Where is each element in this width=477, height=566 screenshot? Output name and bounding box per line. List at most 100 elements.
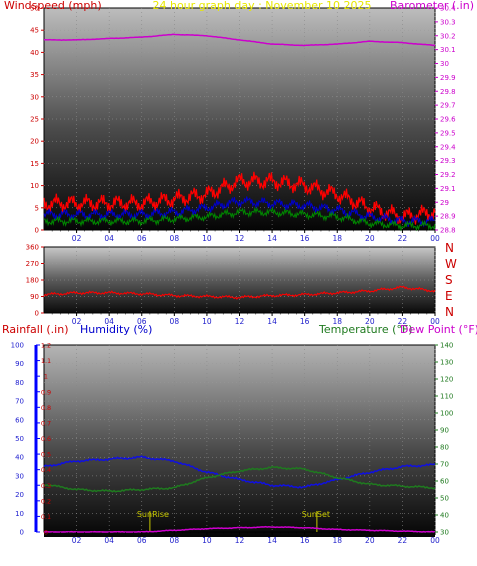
wind-panel-xtick-label: 08	[170, 234, 180, 243]
temperature-axis-tick-label: 130	[440, 359, 453, 367]
barometer-axis-tick-label: 28.8	[440, 227, 456, 235]
wind-panel-xtick-label: 12	[235, 234, 245, 243]
direction-axis-tick-label: 360	[26, 244, 39, 252]
windspeed-axis-tick-label: 10	[30, 182, 39, 190]
humidity-axis-tick-label: 60	[15, 416, 24, 424]
direction-axis-tick-label: 270	[26, 260, 39, 268]
barometer-axis-tick-label: 30.1	[440, 46, 456, 54]
wind-panel-xtick-label: 22	[398, 234, 408, 243]
windspeed-axis-tick-label: 45	[30, 27, 39, 35]
barometer-axis-tick-label: 30.3	[440, 18, 456, 26]
temperature-axis-tick-label: 60	[440, 478, 449, 486]
barometer-axis-tick-label: 29.8	[440, 88, 456, 96]
wind-panel-xtick-label: 18	[332, 234, 342, 243]
barometer-axis-tick-label: 30.4	[440, 5, 456, 13]
direction-panel-xtick-label: 12	[235, 317, 245, 326]
direction-panel-xtick-label: 16	[300, 317, 310, 326]
rainfall-axis-tick-label: 0.7	[41, 419, 51, 427]
temperature-axis-tick-label: 120	[440, 376, 453, 384]
temperature-axis-tick-label: 70	[440, 461, 449, 469]
barometer-axis-tick-label: 29.1	[440, 185, 456, 193]
rainfall-axis-tick-label: 0.3	[41, 482, 51, 490]
humidity-axis-tick-label: 20	[15, 491, 24, 499]
barometer-axis-tick-label: 29.6	[440, 116, 456, 124]
humidity-panel-xtick-label: 18	[332, 536, 342, 545]
barometer-axis-tick-label: 29.4	[440, 143, 456, 151]
temperature-axis-tick-label: 100	[440, 410, 453, 418]
barometer-axis-label: Barometer (.in)	[390, 0, 474, 12]
wind-panel-xtick-label: 06	[137, 234, 147, 243]
windspeed-axis-tick-label: 30	[30, 93, 39, 101]
direction-panel-xtick-label: 02	[72, 317, 82, 326]
barometer-line	[44, 33, 435, 47]
humidity-panel-xtick-label: 06	[137, 536, 147, 545]
humidity-panel-xtick-label: 20	[365, 536, 375, 545]
windspeed-axis-tick-label: 20	[30, 138, 39, 146]
rainfall-axis-tick-label: 0.4	[41, 466, 51, 474]
barometer-axis-tick-label: 30.2	[440, 32, 456, 40]
temperature-axis-label: Temperature (°F)	[318, 323, 413, 336]
compass-label-e: E	[445, 289, 453, 303]
windspeed-axis-tick-label: 40	[30, 49, 39, 57]
direction-axis-tick-label: 180	[26, 277, 39, 285]
humidity-panel-xtick-label: 10	[202, 536, 212, 545]
wind-panel-xtick-label: 04	[104, 234, 114, 243]
barometer-axis-tick-label: 30	[440, 60, 449, 68]
barometer-axis-tick-label: 29.2	[440, 171, 456, 179]
humidity-axis-tick-label: 30	[15, 472, 24, 480]
humidity-axis-tick-label: 100	[11, 342, 24, 350]
direction-panel-xtick-label: 22	[398, 317, 408, 326]
humidity-axis-label: Humidity (%)	[80, 323, 152, 336]
direction-panel-xtick-label: 10	[202, 317, 212, 326]
humidity-panel-xtick-label: 22	[398, 536, 408, 545]
rainfall-axis-tick-label: 1	[44, 373, 48, 381]
barometer-axis-tick-label: 29	[440, 199, 449, 207]
direction-panel-xtick-label: 04	[104, 317, 114, 326]
humidity-line	[43, 455, 436, 489]
rainfall-axis-tick-label: 0.5	[41, 451, 51, 459]
temperature-axis-tick-label: 110	[440, 393, 453, 401]
humidity-panel-xtick-label: 04	[104, 536, 114, 545]
compass-label-n-top: N	[445, 241, 454, 255]
wind-direction-line	[43, 285, 436, 300]
dewpoint-axis-label: Dew Point (°F)	[400, 323, 477, 336]
sunset-label: SunSet	[302, 510, 330, 519]
rainfall-axis-tick-label: 0.1	[41, 513, 51, 521]
temperature-line	[43, 465, 436, 493]
rainfall-axis-tick-label: 1.1	[41, 357, 51, 365]
direction-panel-xtick-label: 14	[267, 317, 277, 326]
wind-panel-xtick-label: 10	[202, 234, 212, 243]
temperature-axis-tick-label: 90	[440, 427, 449, 435]
wind-low-line	[43, 206, 436, 232]
chart-title: 24 hour graph day : November 10 2025	[152, 0, 371, 12]
windspeed-axis-tick-label: 0	[35, 227, 39, 235]
humidity-axis-tick-label: 10	[15, 510, 24, 518]
humidity-axis-tick-label: 80	[15, 379, 24, 387]
wind-panel-xtick-label: 16	[300, 234, 310, 243]
direction-panel-xtick-label: 06	[137, 317, 147, 326]
direction-panel-xtick-label: 00	[430, 317, 440, 326]
rainfall-axis-tick-label: 0.2	[41, 497, 51, 505]
windspeed-axis-tick-label: 50	[30, 5, 39, 13]
rainfall-axis-tick-label: 0.9	[41, 388, 51, 396]
wind-panel-xtick-label: 14	[267, 234, 277, 243]
windspeed-axis-tick-label: 5	[35, 204, 39, 212]
humidity-axis-tick-label: 40	[15, 454, 24, 462]
sunrise-label: SunRise	[137, 510, 169, 519]
rainfall-axis-tick-label: 0	[44, 529, 48, 537]
rainfall-axis-tick-label: 0.6	[41, 435, 51, 443]
humidity-panel-xtick-label: 00	[430, 536, 440, 545]
wind-panel-xtick-label: 00	[430, 234, 440, 243]
humidity-axis-tick-label: 90	[15, 360, 24, 368]
humidity-panel-xtick-label: 16	[300, 536, 310, 545]
humidity-axis-tick-label: 50	[15, 435, 24, 443]
barometer-axis-tick-label: 29.7	[440, 102, 456, 110]
barometer-axis-tick-label: 29.3	[440, 157, 456, 165]
compass-label-n-bottom: N	[445, 305, 454, 319]
windspeed-axis-tick-label: 15	[30, 160, 39, 168]
direction-axis-tick-label: 0	[35, 310, 39, 318]
direction-axis-tick-label: 90	[30, 293, 39, 301]
windspeed-axis-tick-label: 35	[30, 71, 39, 79]
windspeed-axis-label: Windspeed (mph)	[4, 0, 102, 12]
temperature-axis-tick-label: 40	[440, 512, 449, 520]
